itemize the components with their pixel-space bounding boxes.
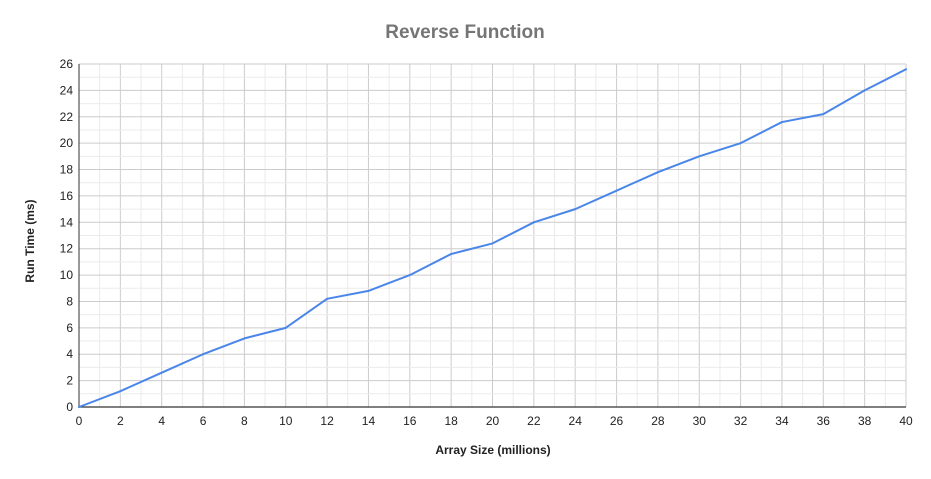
y-axis-title: Run Time (ms) — [23, 199, 37, 282]
data-point — [243, 337, 246, 340]
x-tick-label: 20 — [486, 414, 500, 428]
x-tick-label: 36 — [817, 414, 831, 428]
y-tick-label: 14 — [60, 215, 74, 229]
x-axis-title: Array Size (millions) — [435, 443, 550, 457]
y-tick-label: 2 — [66, 374, 73, 388]
x-tick-label: 6 — [200, 414, 207, 428]
y-tick-label: 24 — [60, 83, 74, 97]
x-tick-label: 38 — [858, 414, 872, 428]
y-tick-label: 20 — [60, 136, 74, 150]
axes — [78, 64, 906, 408]
data-point — [532, 221, 535, 224]
y-tick-label: 12 — [60, 242, 74, 256]
y-tick-label: 10 — [60, 268, 74, 282]
data-point — [367, 289, 370, 292]
y-tick-label: 6 — [66, 321, 73, 335]
y-tick-label: 16 — [60, 189, 74, 203]
x-tick-label: 14 — [362, 414, 376, 428]
x-axis-ticks: 0 2 4 6 8 10 12 14 16 18 20 22 24 26 28 30 32 34 36 38 40 — [76, 414, 913, 428]
x-tick-label: 4 — [158, 414, 165, 428]
x-tick-label: 24 — [569, 414, 583, 428]
y-tick-label: 26 — [60, 57, 74, 71]
x-tick-label: 40 — [899, 414, 913, 428]
data-point — [780, 121, 783, 124]
data-point — [698, 155, 701, 158]
x-tick-label: 30 — [693, 414, 707, 428]
data-point — [656, 171, 659, 174]
x-tick-label: 32 — [734, 414, 748, 428]
data-point — [119, 390, 122, 393]
data-point — [160, 371, 163, 374]
data-point — [284, 326, 287, 329]
x-tick-label: 10 — [279, 414, 293, 428]
data-point — [863, 89, 866, 92]
x-tick-label: 2 — [117, 414, 124, 428]
x-tick-label: 12 — [320, 414, 334, 428]
x-tick-label: 8 — [241, 414, 248, 428]
series-group — [78, 68, 907, 408]
data-point — [408, 274, 411, 277]
data-point — [326, 297, 329, 300]
data-point — [739, 142, 742, 145]
y-tick-label: 22 — [60, 110, 74, 124]
x-tick-label: 16 — [403, 414, 417, 428]
y-tick-label: 8 — [66, 294, 73, 308]
x-tick-label: 22 — [527, 414, 541, 428]
x-tick-label: 18 — [444, 414, 458, 428]
y-tick-label: 0 — [66, 400, 73, 414]
chart-title: Reverse Function — [385, 22, 544, 43]
y-tick-label: 18 — [60, 163, 74, 177]
x-tick-label: 26 — [610, 414, 624, 428]
data-point — [491, 242, 494, 245]
x-tick-label: 28 — [651, 414, 665, 428]
gridlines — [78, 63, 907, 408]
x-tick-label: 34 — [775, 414, 789, 428]
data-point — [615, 189, 618, 192]
x-tick-label: 0 — [76, 414, 83, 428]
data-point — [450, 252, 453, 255]
data-point — [905, 68, 907, 71]
data-point — [78, 406, 80, 408]
data-point — [202, 353, 205, 356]
y-tick-label: 4 — [66, 347, 73, 361]
data-point — [574, 208, 577, 211]
data-point — [822, 113, 825, 116]
